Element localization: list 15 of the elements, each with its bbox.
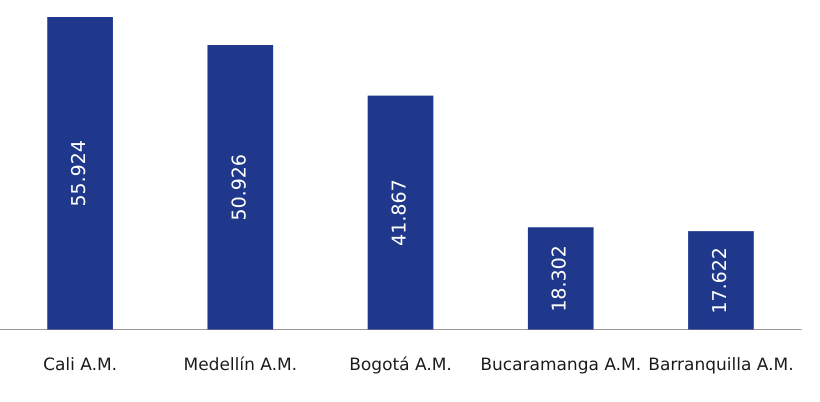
data-label: 17.622: [708, 247, 731, 314]
bar: [207, 44, 274, 330]
bar: [688, 231, 754, 330]
data-label: 41.867: [388, 179, 410, 246]
data-label: 50.926: [228, 154, 250, 221]
data-label: 18.302: [548, 245, 571, 312]
bar: [368, 96, 434, 330]
x-tick-label: Bogotá A.M.: [349, 355, 452, 376]
x-tick-label: Bucaramanga A.M.: [480, 355, 642, 376]
data-label: 55.924: [68, 140, 90, 207]
x-tick-label: Barranquilla A.M.: [648, 355, 794, 376]
bar: [528, 227, 594, 330]
x-tick-label: Medellín A.M.: [184, 355, 298, 376]
x-tick-label: Cali A.M.: [43, 355, 118, 376]
bar: [47, 17, 113, 330]
